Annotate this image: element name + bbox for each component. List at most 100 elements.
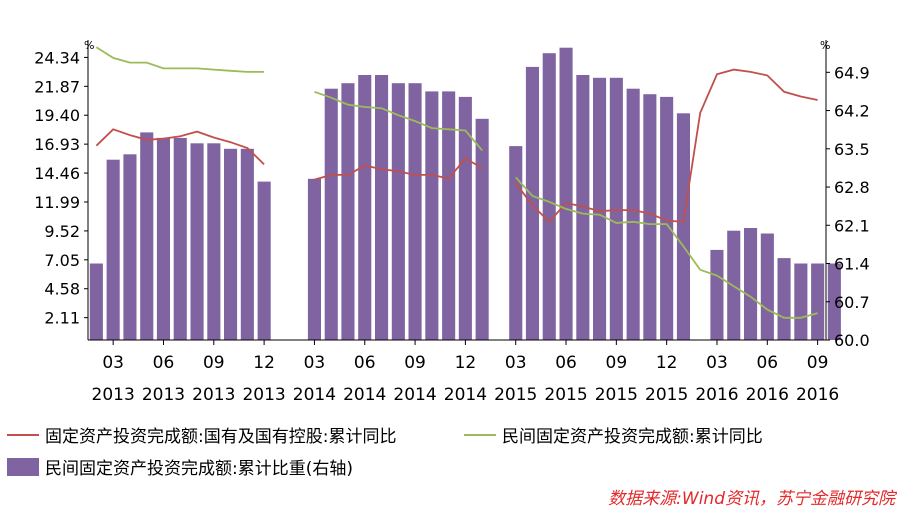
data-source: 数据来源:Wind资讯，苏宁金融研究院 (608, 489, 895, 509)
bar (593, 77, 607, 341)
x-tick-month: 03 (706, 353, 728, 373)
x-tick-year: 2014 (444, 385, 487, 400)
bar (542, 53, 556, 340)
left-tick-label: 7.05 (44, 251, 80, 270)
bar (609, 77, 623, 341)
x-tick-year: 2014 (293, 385, 336, 400)
bar (744, 228, 758, 340)
right-tick-label: 64.2 (834, 102, 870, 121)
x-tick-month: 03 (304, 353, 326, 373)
right-tick-label: 62.8 (834, 178, 870, 197)
x-tick-month: 03 (505, 353, 527, 373)
x-tick-year: 2016 (695, 385, 738, 400)
bar (710, 249, 724, 340)
bar (643, 94, 657, 340)
x-tick-month: 09 (807, 353, 829, 373)
series-line-private (95, 46, 265, 73)
axes-layer (87, 40, 827, 341)
legend-label-private-share: 民间固定资产投资完成额:累计比重(右轴) (45, 459, 353, 479)
bar (375, 75, 389, 340)
x-tick-month: 09 (404, 353, 426, 373)
right-tick-label: 60.0 (834, 331, 870, 350)
right-axis-unit: % (820, 39, 830, 52)
bar (458, 96, 472, 341)
x-tick-month: 12 (455, 353, 477, 373)
bar (190, 143, 204, 340)
x-tick-year: 2013 (192, 385, 235, 400)
left-tick-label: 2.11 (44, 309, 80, 328)
bar (140, 132, 154, 340)
legend-label-private: 民间固定资产投资完成额:累计同比 (502, 427, 763, 447)
legend-label-state-owned: 固定资产投资完成额:国有及国有控股:累计同比 (45, 427, 397, 447)
x-tick-month: 12 (253, 353, 275, 373)
x-tick-month: 06 (756, 353, 778, 373)
left-tick-label: 4.58 (44, 280, 80, 299)
bar (257, 181, 271, 340)
series-line-state-owned (314, 157, 483, 181)
legend-swatch-private-share (7, 457, 39, 476)
left-tick-label: 9.52 (44, 222, 80, 241)
bar (408, 83, 422, 340)
x-tick-month: 09 (606, 353, 628, 373)
right-tick-label: 64.9 (834, 63, 870, 82)
legend-swatch-state-owned (7, 433, 39, 436)
x-tick-year: 2015 (645, 385, 688, 400)
left-tick-label: 19.40 (34, 106, 80, 125)
bar (307, 178, 321, 340)
x-tick-month: 06 (354, 353, 376, 373)
x-tick-month: 06 (153, 353, 175, 373)
series-line-state-owned (514, 68, 818, 224)
series-line-state-owned (95, 128, 265, 166)
x-tick-year: 2015 (494, 385, 537, 400)
left-tick-label: 21.87 (34, 77, 80, 96)
bar (626, 88, 640, 340)
right-axis-ticks: 64.9 64.2 63.5 62.8 62.1 61.4 60.7 60.0 (826, 63, 870, 350)
bar (794, 263, 808, 340)
left-axis-unit: % (84, 39, 94, 52)
bar (559, 47, 573, 340)
bar (358, 75, 372, 340)
left-axis-ticks: 24.34 21.87 19.40 16.93 14.46 11.99 9.52 7.05 4.… (34, 48, 88, 328)
x-tick-month: 03 (102, 353, 124, 373)
legend-private-share: 民间固定资产投资完成额:累计比重(右轴) (7, 454, 353, 479)
bar (425, 91, 439, 341)
right-tick-label: 62.1 (834, 216, 870, 235)
x-tick-year: 2014 (393, 385, 436, 400)
left-tick-label: 14.46 (34, 164, 80, 183)
bar (777, 258, 791, 340)
left-tick-label: 11.99 (34, 193, 80, 212)
bar (827, 263, 841, 340)
bar (760, 233, 774, 340)
bar (156, 137, 170, 340)
bar (475, 118, 489, 340)
bar (391, 83, 405, 340)
legend-swatch-private (464, 433, 496, 436)
legend-private: 民间固定资产投资完成额:累计同比 (464, 422, 763, 447)
x-tick-year: 2015 (544, 385, 587, 400)
bar (324, 88, 338, 340)
bar (341, 83, 355, 340)
x-tick-year: 2013 (242, 385, 285, 400)
x-tick-month: 12 (656, 353, 678, 373)
right-tick-label: 60.7 (834, 293, 870, 312)
x-tick-month: 06 (555, 353, 577, 373)
left-tick-label: 24.34 (34, 48, 80, 67)
legend-state-owned: 固定资产投资完成额:国有及国有控股:累计同比 (7, 422, 396, 447)
bar (173, 137, 187, 340)
bar (509, 146, 523, 340)
lines-layer (95, 46, 818, 319)
right-tick-label: 63.5 (834, 140, 870, 159)
bar (240, 148, 254, 340)
bar (525, 66, 539, 341)
x-tick-year: 2014 (343, 385, 386, 400)
right-tick-label: 61.4 (834, 255, 870, 274)
bar (106, 159, 120, 340)
bar (207, 143, 221, 340)
bar (660, 96, 674, 341)
x-tick-year: 2013 (142, 385, 185, 400)
x-tick-year: 2015 (595, 385, 638, 400)
bar (224, 148, 238, 340)
x-tick-year: 2013 (92, 385, 135, 400)
x-tick-year: 2016 (746, 385, 789, 400)
bar (576, 75, 590, 340)
